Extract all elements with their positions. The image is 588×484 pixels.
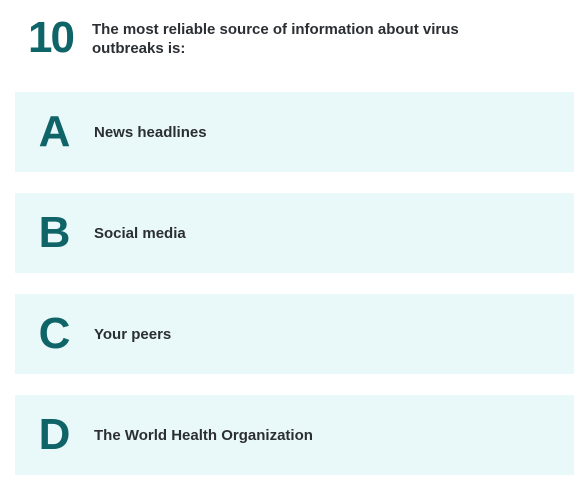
option-label: Social media — [94, 224, 186, 242]
answer-option-a[interactable]: A News headlines — [15, 92, 574, 172]
option-letter: C — [38, 309, 71, 358]
option-label: News headlines — [94, 123, 207, 141]
option-letter: A — [38, 107, 71, 156]
answer-option-d[interactable]: D The World Health Organization — [15, 395, 574, 475]
option-letter: B — [38, 208, 71, 257]
option-label: Your peers — [94, 325, 172, 343]
option-label: The World Health Organization — [94, 426, 313, 444]
question-text: The most reliable source of information … — [92, 21, 459, 57]
answer-option-b[interactable]: B Social media — [15, 193, 574, 273]
question-header: 10 The most reliable source of informati… — [28, 14, 573, 74]
answer-option-c[interactable]: C Your peers — [15, 294, 574, 374]
option-letter: D — [38, 410, 71, 459]
question-number: 10 — [28, 13, 75, 62]
